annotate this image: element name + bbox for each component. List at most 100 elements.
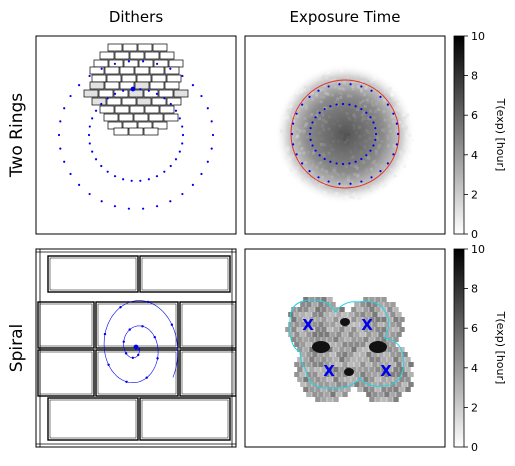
exposure-cell xyxy=(331,185,335,189)
exposure-cell xyxy=(326,75,330,79)
outer-ring-point xyxy=(57,133,61,137)
exposure-cell xyxy=(384,362,390,367)
exposure-cell xyxy=(321,122,325,126)
outer-ring-point xyxy=(200,172,203,176)
exposure-cell xyxy=(399,387,405,392)
exposure-cell xyxy=(370,80,374,84)
exposure-cell xyxy=(306,87,310,91)
detector-chip-inner xyxy=(181,303,235,347)
exposure-cell xyxy=(405,377,411,382)
exposure-cell xyxy=(308,180,312,184)
outer-ring-point xyxy=(100,67,103,70)
exposure-cell xyxy=(360,342,366,347)
exposure-cell xyxy=(330,85,334,89)
exposure-cell xyxy=(399,357,405,362)
exposure-cell xyxy=(330,148,334,152)
exposure-cell xyxy=(352,192,356,196)
exposure-cell xyxy=(345,112,349,116)
exposure-cell xyxy=(290,154,294,158)
inner-ring-point xyxy=(130,179,133,182)
exposure-cell xyxy=(374,130,378,134)
exposure-cell xyxy=(377,144,381,148)
exposure-cell xyxy=(312,362,318,367)
outer-ring-point xyxy=(113,62,117,65)
exposure-cell xyxy=(378,362,384,367)
exposure-cell xyxy=(330,392,336,397)
exposure-cell xyxy=(375,190,379,194)
exposure-cell xyxy=(376,139,380,143)
dither-points xyxy=(57,60,215,210)
exposure-cell xyxy=(361,184,365,188)
exposure-cell xyxy=(361,116,365,120)
exposure-cell xyxy=(381,93,385,97)
outer-ring-point xyxy=(69,172,72,176)
exposure-cell xyxy=(365,129,369,133)
exposure-cell xyxy=(360,113,364,117)
inner-ring-point xyxy=(163,170,166,173)
exposure-cell xyxy=(331,139,335,143)
colorbar-label: T(exp) [hour] xyxy=(494,98,507,172)
spiral-point xyxy=(137,353,140,357)
exposure-cell xyxy=(357,347,363,352)
exposure-cell xyxy=(369,397,375,402)
exposure-cell xyxy=(375,152,379,156)
exposure-cell xyxy=(361,83,365,87)
exposure-cell xyxy=(387,124,391,128)
exposure-cell xyxy=(397,116,401,120)
exposure-cell xyxy=(336,372,342,377)
exposure-cell xyxy=(364,87,368,91)
exposure-cell xyxy=(402,113,406,117)
spiral-point xyxy=(137,348,141,351)
exposure-cell xyxy=(309,307,315,312)
exposure-cell xyxy=(357,367,363,372)
exposure-cell xyxy=(300,332,306,337)
colorbar-tick-label: 10 xyxy=(471,30,485,43)
exposure-cell xyxy=(348,382,354,387)
exposure-cell xyxy=(375,387,381,392)
exposure-cell xyxy=(372,382,378,387)
exposure-cell xyxy=(366,302,372,307)
exposure-cell xyxy=(353,119,357,123)
exposure-cell xyxy=(399,327,405,332)
exposure-cell xyxy=(357,130,361,134)
exposure-cell xyxy=(309,367,315,372)
exposure-cell xyxy=(344,184,348,188)
exposure-cell xyxy=(340,184,344,188)
detector-chip xyxy=(143,127,159,136)
exposure-cell xyxy=(342,362,348,367)
spiral-point xyxy=(156,357,159,360)
exposure-cell xyxy=(345,327,351,332)
exposure-cell xyxy=(361,118,365,122)
exposure-cell xyxy=(410,138,414,142)
x-marker: X xyxy=(302,316,314,334)
spiral-point xyxy=(124,352,128,355)
exposure-cell xyxy=(283,156,287,160)
panel-frame xyxy=(244,248,446,448)
exposure-cell xyxy=(377,136,381,140)
exposure-cell xyxy=(393,347,399,352)
inner-ring-point xyxy=(88,125,91,128)
exposure-cell xyxy=(305,122,309,126)
exposure-cell xyxy=(342,372,348,377)
exposure-cell xyxy=(359,128,363,132)
detector-chip xyxy=(119,66,135,75)
exposure-cell xyxy=(339,327,345,332)
detector-chip-inner xyxy=(141,257,229,291)
outer-ring-point xyxy=(210,120,213,123)
detector-chip xyxy=(104,66,120,75)
exposure-cell xyxy=(323,143,327,147)
exposure-cell xyxy=(300,312,306,317)
exposure-cell xyxy=(361,182,365,186)
detector-chip xyxy=(151,97,167,106)
inner-ring-point xyxy=(335,162,338,165)
exposure-cell xyxy=(323,181,327,185)
exposure-cell xyxy=(283,116,287,120)
exposure-cell xyxy=(289,120,293,124)
exposure-cell xyxy=(340,108,344,112)
exposure-cell xyxy=(312,149,316,153)
exposure-cell xyxy=(321,307,327,312)
exposure-cell xyxy=(373,77,377,81)
outer-ring-point xyxy=(327,180,330,183)
exposure-cell xyxy=(316,81,320,85)
outer-ring-point xyxy=(317,89,320,92)
